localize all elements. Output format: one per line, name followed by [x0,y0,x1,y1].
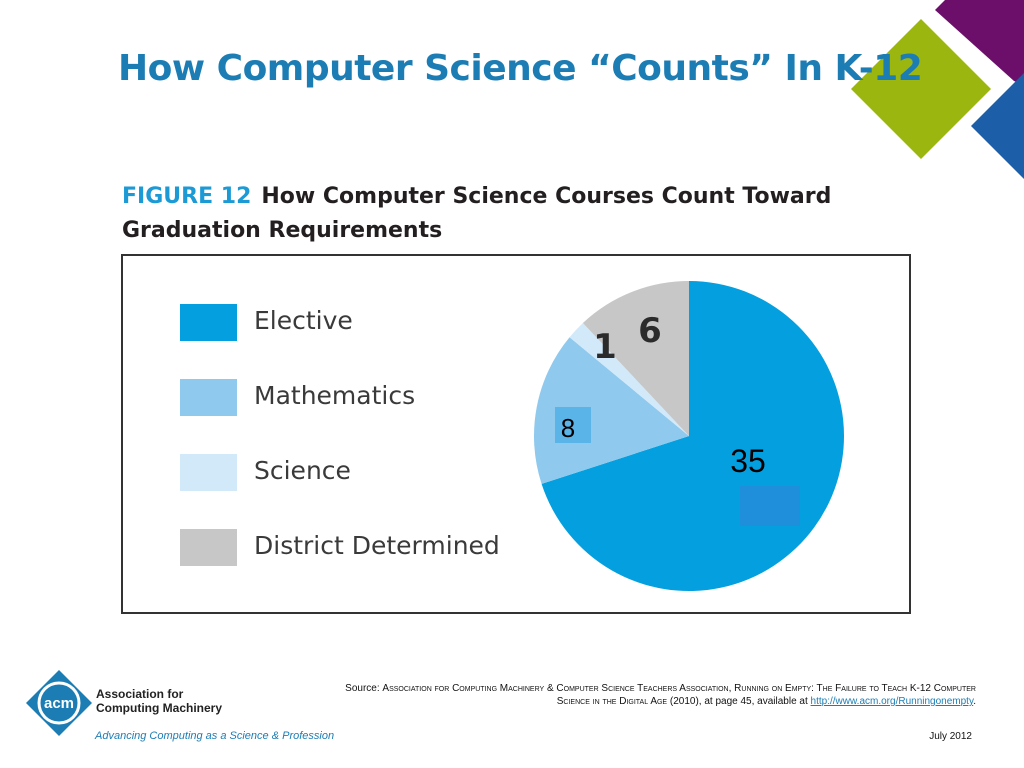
figure-number: FIGURE 12 [122,184,252,209]
data-label-district-determined: 6 [638,311,662,351]
slide-date: July 2012 [929,731,972,742]
acm-logo-text: acm [44,695,74,712]
figure-title-line2: Graduation Requirements [122,218,443,243]
org-name: Association for Computing Machinery [96,687,222,715]
elective-label-highlight [740,486,800,526]
org-name-line1: Association for [96,687,184,701]
slide-title: How Computer Science “Counts” In K-12 [118,48,923,89]
source-end: . [973,696,976,707]
source-citation: Source: Association for Computing Machin… [320,682,976,708]
data-label-elective: 35 [730,443,766,479]
pie-chart: 35 8 1 6 [534,281,844,591]
figure-title-line1: How Computer Science Courses Count Towar… [261,184,832,209]
legend-label-mathematics: Mathematics [254,381,416,410]
data-label-science: 1 [593,327,617,367]
pie-slice-mathematics [534,337,689,484]
legend-label-elective: Elective [254,306,353,335]
chart-frame: Elective Mathematics Science District De… [121,254,911,614]
source-link[interactable]: http://www.acm.org/Runningonempty [810,696,974,707]
acm-logo: acm [26,670,92,736]
legend-swatch-elective [180,304,237,341]
source-title: Association for Computing Machinery & Co… [382,683,976,707]
legend-swatch-district-determined [180,529,237,566]
acm-tagline: Advancing Computing as a Science & Profe… [95,730,335,742]
source-suffix: (2010), at page 45, available at [667,696,811,707]
green-diamond [851,19,991,159]
figure-heading-line1: FIGURE 12 How Computer Science Courses Co… [122,180,831,214]
source-prefix: Source: [345,683,383,694]
data-label-mathematics: 8 [561,413,575,443]
legend-label-district-determined: District Determined [254,531,500,560]
org-name-line2: Computing Machinery [96,701,223,715]
legend-label-science: Science [254,456,351,485]
pie-slice-science [569,323,689,436]
acm-logo-ring [37,681,81,725]
acm-logo-diamond [26,670,92,736]
purple-diamond [935,0,1024,85]
pie-slice-district-determined [582,281,689,436]
legend-swatch-science [180,454,237,491]
decorative-diamonds [851,0,1024,179]
figure-heading: FIGURE 12 How Computer Science Courses Co… [122,180,831,248]
blue-diamond [971,73,1024,179]
legend-swatch-mathematics [180,379,237,416]
data-label-box-mathematics [555,407,591,443]
